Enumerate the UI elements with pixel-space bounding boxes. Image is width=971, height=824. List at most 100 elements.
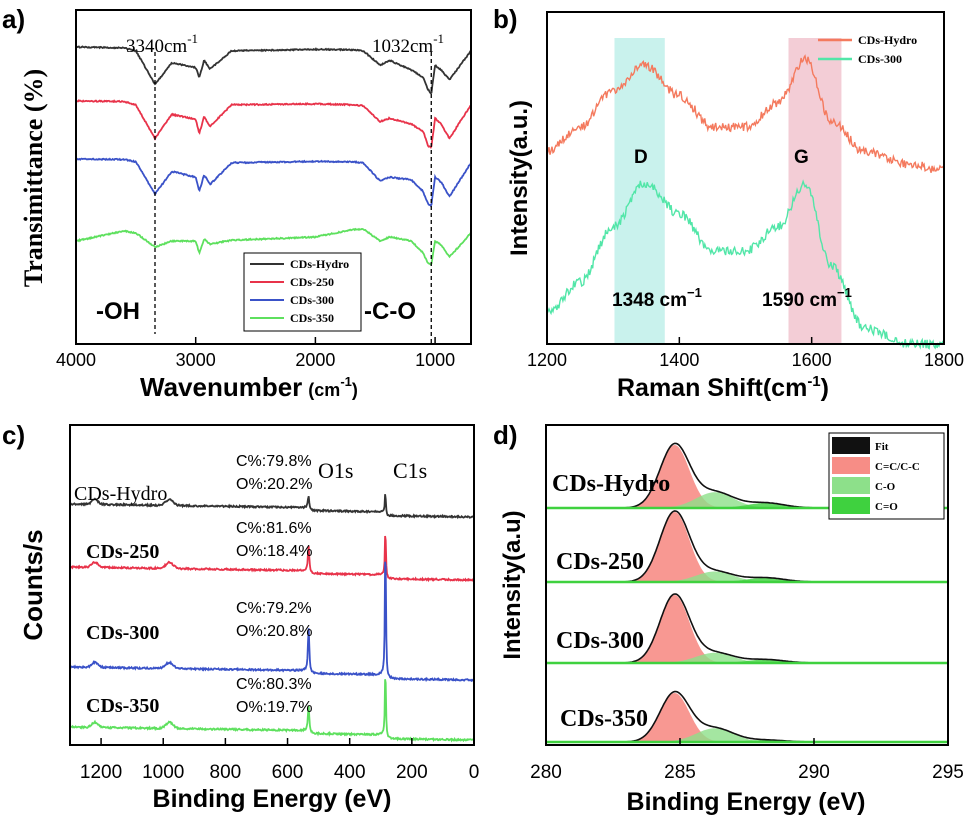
panel-d-xlabel: Binding Energy (eV) <box>627 788 866 816</box>
panel-a-plot-area <box>75 45 472 344</box>
panel-c-sample-name: CDs-Hydro <box>74 483 167 505</box>
panel-a-label-oh: -OH <box>96 298 140 325</box>
panel-a-ylabel: Transimittance (%) <box>19 69 48 287</box>
panel-c-x-ticks: 1200 1000 800 600 400 200 0 <box>80 738 479 783</box>
raman-line-cds-hydro <box>546 54 945 173</box>
xps-component-c-o <box>546 492 948 508</box>
legend-label: C-O <box>875 481 896 493</box>
xps-survey-line-3 <box>69 679 474 743</box>
legend-label: CDs-Hydro <box>290 257 349 271</box>
xps-component-c-o <box>546 503 948 508</box>
panel-b-frame <box>546 11 945 345</box>
panel-c-tick-label: 600 <box>272 762 304 783</box>
panel-d-plot-area <box>546 442 948 744</box>
panel-a-tick-label: 2000 <box>295 350 335 370</box>
panel-b-tick-label: 1400 <box>659 350 699 370</box>
legend-swatch <box>832 497 870 514</box>
ftir-line-cds-350 <box>75 227 472 266</box>
panel-c-label-c1s: C1s <box>393 458 427 483</box>
panel-d-tick-label: 285 <box>664 762 696 783</box>
panel-d-tick-label: 290 <box>798 762 830 783</box>
legend-swatch <box>832 477 870 494</box>
panel-b-x-ticks: 1200 1400 1600 1800 <box>527 337 964 370</box>
panel-c-carbon-percent: C%:79.8% <box>236 453 312 470</box>
xps-survey-line-2 <box>69 561 475 683</box>
panel-b-plot-area <box>546 38 945 350</box>
legend-label: C=O <box>875 501 898 513</box>
panel-b-tick-label: 1800 <box>924 350 964 370</box>
panel-c-tick-label: 400 <box>334 762 366 783</box>
panel-a-tick-label: 4000 <box>56 350 96 370</box>
legend-label: C=C/C-C <box>875 461 920 473</box>
panel-b-letter: b) <box>493 4 518 34</box>
legend-label: CDs-300 <box>290 293 334 307</box>
panel-b-tick-label: 1600 <box>792 350 832 370</box>
panel-a: a) 4000 3000 2000 1000 Wavenumber (cm-1) Tra… <box>2 4 472 402</box>
panel-d-tick-label: 280 <box>530 762 562 783</box>
panel-c-carbon-percent: C%:80.3% <box>236 676 312 693</box>
panel-d-sample-name: CDs-Hydro <box>552 471 670 497</box>
panel-d-tick-label: 295 <box>932 762 964 783</box>
panel-d-sample-name: CDs-300 <box>556 628 644 654</box>
panel-a-annotation-1032: 1032cm-1 <box>372 31 444 57</box>
panel-c-xlabel: Binding Energy (eV) <box>153 785 392 813</box>
panel-c-tick-label: 200 <box>396 762 428 783</box>
panel-d-sample-name: CDs-350 <box>560 706 648 732</box>
panel-d-frame <box>545 424 949 746</box>
panel-d-ylabel: Intensity(a.u) <box>499 510 526 659</box>
xps-survey-line-0 <box>69 494 475 520</box>
panel-b-peak-g: 1590 cm−1 <box>762 285 852 311</box>
xps-component-c-o <box>546 728 948 742</box>
legend-label: CDs-250 <box>290 275 334 289</box>
panel-c-letter: c) <box>2 420 25 450</box>
panel-c-sample-name: CDs-250 <box>86 541 159 563</box>
panel-c-oxygen-percent: O%:20.2% <box>236 476 312 493</box>
ftir-line-cds-250 <box>75 99 472 149</box>
ftir-line-cds-300 <box>75 157 472 208</box>
panel-c-oxygen-percent: O%:20.8% <box>236 623 312 640</box>
panel-b-peak-d: 1348 cm−1 <box>612 285 702 311</box>
panel-d-sample-labels: CDs-Hydro CDs-250 CDs-300 CDs-350 <box>552 471 670 732</box>
panel-c-oxygen-percent: O%:18.4% <box>236 543 312 560</box>
panel-c-tick-label: 1200 <box>80 762 122 783</box>
panel-a-xlabel: Wavenumber (cm-1) <box>140 372 358 402</box>
panel-c-sample-name: CDs-350 <box>86 695 159 717</box>
legend-label: Fit <box>875 441 889 453</box>
panel-a-letter: a) <box>2 4 25 34</box>
xps-survey-line-1 <box>69 535 475 583</box>
panel-a-legend: CDs-Hydro CDs-250 CDs-300 CDs-350 <box>243 252 362 332</box>
panel-b-ylabel: Intensity(a.u.) <box>506 100 533 256</box>
panel-a-frame <box>75 9 472 345</box>
panel-c-carbon-percent: C%:81.6% <box>236 520 312 537</box>
panel-b-tick-label: 1200 <box>527 350 567 370</box>
panel-b-label-d: D <box>634 147 648 168</box>
panel-c-ylabel: Counts/s <box>18 529 48 640</box>
legend-swatch <box>832 457 870 474</box>
legend-label: CDs-350 <box>290 311 334 325</box>
panel-c-tick-label: 1000 <box>142 762 184 783</box>
panel-c-oxygen-percent: O%:19.7% <box>236 699 312 716</box>
panel-c-plot-area <box>69 494 475 743</box>
panel-c-frame <box>69 424 475 746</box>
panel-c-tick-label: 800 <box>210 762 242 783</box>
panel-d-x-ticks: 280 285 290 295 <box>530 738 964 783</box>
panel-c-sample-name: CDs-300 <box>86 622 159 644</box>
panel-c-sample-labels: CDs-Hydro C%:79.8% O%:20.2% CDs-250 C%:81.6%… <box>74 453 312 717</box>
legend-swatch <box>832 437 870 454</box>
panel-a-tick-label: 3000 <box>176 350 216 370</box>
panel-a-x-ticks: 4000 3000 2000 1000 <box>56 337 455 370</box>
panel-a-tick-label: 1000 <box>415 350 455 370</box>
legend-label: CDs-300 <box>858 52 902 66</box>
xps-component-c-o <box>546 659 948 663</box>
panel-c: c) 1200 1000 800 600 400 200 0 Binding Energy … <box>2 420 479 813</box>
xps-component-c-o <box>546 577 948 582</box>
panel-b-legend: CDs-Hydro CDs-300 <box>818 33 917 66</box>
panel-c-tick-label: 0 <box>469 762 480 783</box>
ftir-line-cds-hydro <box>75 45 472 95</box>
panel-d-letter: d) <box>493 420 518 450</box>
panel-b-label-g: G <box>794 147 809 168</box>
panel-c-carbon-percent: C%:79.2% <box>236 600 312 617</box>
panel-b: b) 1200 1400 1600 1800 Raman Shift(cm-1) In… <box>493 4 964 402</box>
legend-label: CDs-Hydro <box>858 33 917 47</box>
